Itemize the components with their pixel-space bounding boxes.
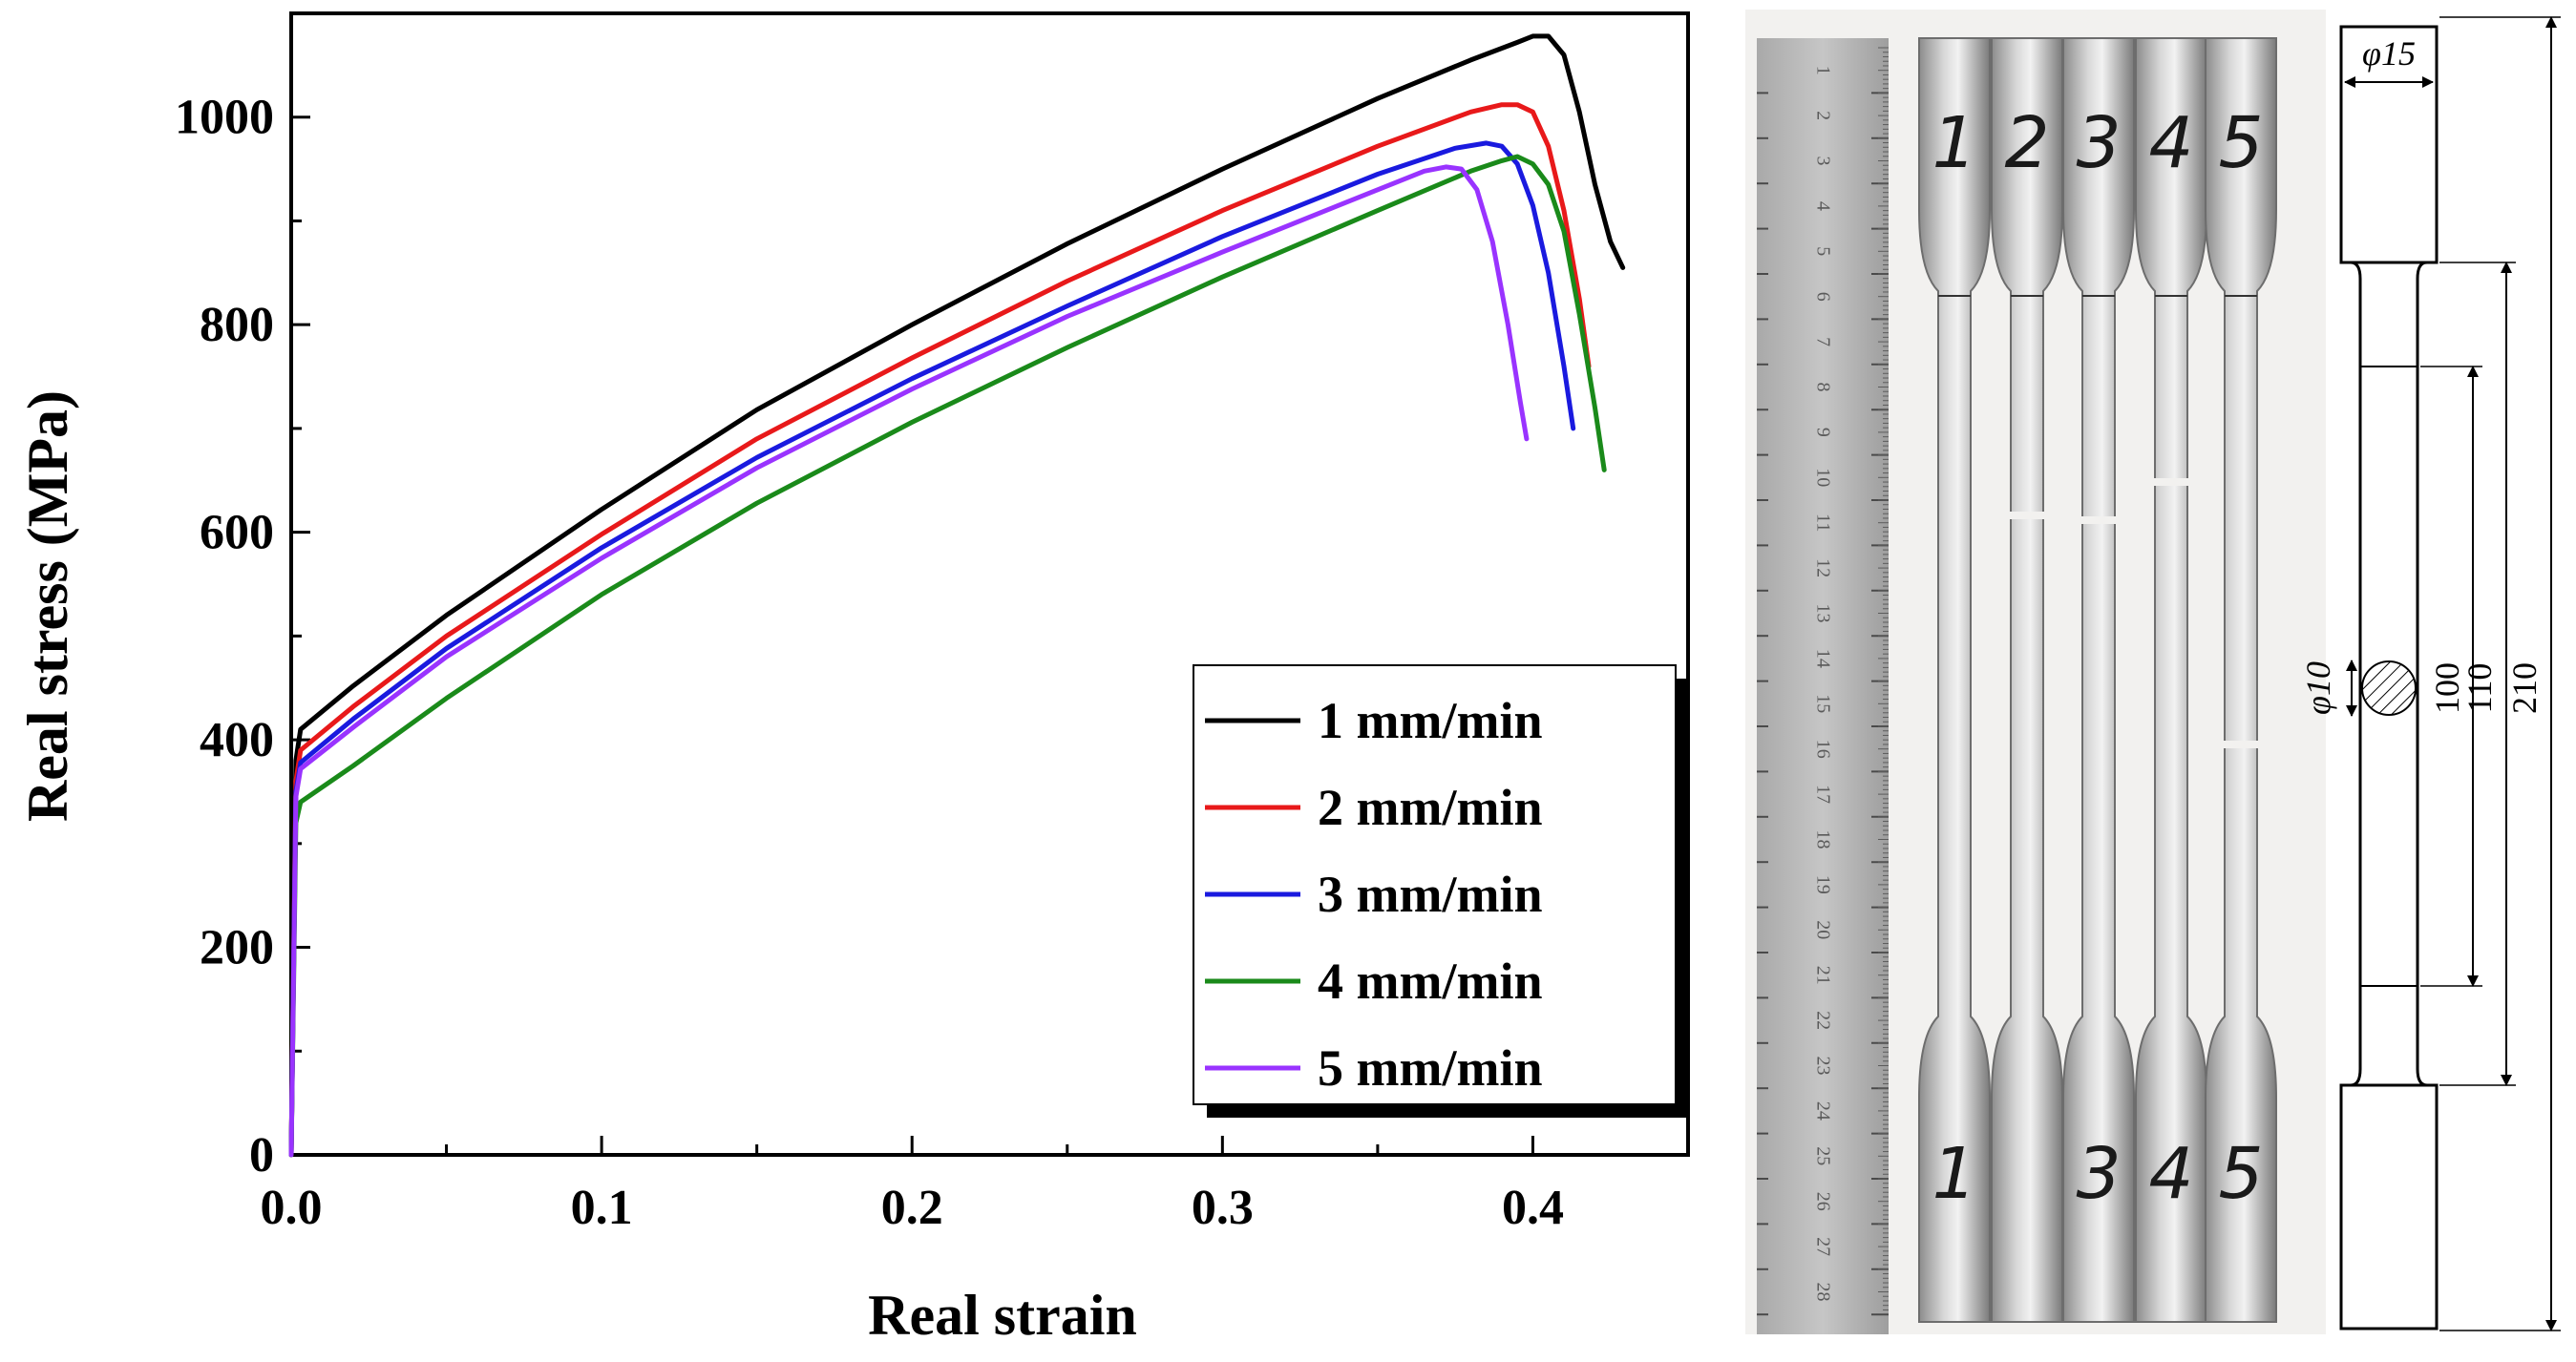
ruler-number: 27 — [1812, 1237, 1833, 1256]
specimen-1: 1 — [1918, 37, 1991, 1323]
ruler-number: 25 — [1812, 1146, 1833, 1165]
specimen-bottom-label: 5 — [2218, 1133, 2263, 1215]
specimen-body — [1918, 37, 1991, 1323]
ruler-number: 4 — [1812, 201, 1833, 211]
ruler-number: 22 — [1812, 1011, 1833, 1030]
series-line-1 — [288, 33, 1626, 1158]
cross-section-hatch — [2361, 660, 2417, 716]
ruler-number: 1 — [1812, 66, 1833, 75]
legend-label-4: 4 mm/min — [1318, 953, 1543, 1010]
fracture-gap — [2080, 516, 2117, 524]
legend-label-1: 1 mm/min — [1318, 692, 1543, 749]
ruler-number: 6 — [1812, 292, 1833, 302]
ruler — [1757, 38, 1889, 1334]
ruler-number: 13 — [1812, 604, 1833, 623]
specimen-top-label: 4 — [2148, 102, 2193, 184]
ruler-number: 2 — [1812, 111, 1833, 120]
fracture-gap — [2153, 478, 2189, 486]
series-line-2 — [288, 102, 1592, 1158]
x-axis-title: Real strain — [868, 1284, 1137, 1347]
ruler-number: 28 — [1812, 1283, 1833, 1302]
series-line-5 — [288, 164, 1530, 1158]
y-tick-label: 200 — [200, 921, 274, 975]
specimen-top-label: 3 — [2076, 102, 2121, 184]
ruler-number: 23 — [1812, 1057, 1833, 1076]
x-tick-label: 0.1 — [571, 1181, 633, 1235]
ruler-number: 3 — [1812, 157, 1833, 166]
specimen-bottom-label: 4 — [2148, 1133, 2193, 1215]
chart-legend: 1 mm/min 2 mm/min 3 mm/min 4 mm/min 5 mm/min — [1193, 664, 1689, 1118]
specimens: 1 2 3 4 51 3 4 5 — [1918, 37, 2277, 1323]
ruler-number: 15 — [1812, 694, 1833, 713]
series-line-4 — [288, 154, 1607, 1158]
y-axis-title: Real stress (MPa) — [16, 390, 79, 822]
chart-series-group — [288, 33, 1626, 1158]
ruler-number: 18 — [1812, 830, 1833, 849]
grip-diameter-label: φ15 — [2362, 34, 2416, 73]
x-tick-label: 0.0 — [261, 1181, 323, 1235]
y-tick-label: 600 — [200, 506, 274, 560]
legend-box — [1193, 664, 1677, 1105]
ruler-number: 14 — [1812, 649, 1833, 668]
ruler-number: 16 — [1812, 740, 1833, 759]
ruler-number: 24 — [1812, 1101, 1833, 1121]
specimen-top-label: 1 — [1932, 102, 1976, 184]
x-tick-label: 0.2 — [881, 1181, 943, 1235]
ruler-number: 11 — [1812, 513, 1833, 532]
ruler-number: 9 — [1812, 428, 1833, 437]
section-diameter-label: φ10 — [2299, 661, 2337, 715]
legend-label-3: 3 mm/min — [1318, 866, 1543, 923]
ruler-number: 21 — [1812, 966, 1833, 985]
specimen-top-label: 5 — [2218, 102, 2263, 184]
ruler-number: 10 — [1812, 468, 1833, 487]
x-tick-label: 0.3 — [1192, 1181, 1254, 1235]
dim-100-label: 100 — [2428, 662, 2466, 714]
y-tick-label: 1000 — [175, 91, 274, 145]
ruler-number: 8 — [1812, 383, 1833, 392]
specimen-body — [2205, 37, 2277, 1323]
ruler-number: 5 — [1812, 246, 1833, 256]
legend-label-2: 2 mm/min — [1318, 779, 1543, 836]
ruler-number: 12 — [1812, 558, 1833, 577]
ruler-ticks: 1234567891011121314151617181920212223242… — [1757, 47, 1889, 1316]
x-tick-label: 0.4 — [1502, 1181, 1564, 1235]
dim-110-label: 110 — [2460, 663, 2499, 714]
ruler-number: 20 — [1812, 920, 1833, 939]
specimen-top-label: 2 — [2004, 102, 2049, 184]
ruler-number: 19 — [1812, 875, 1833, 894]
ruler-number: 7 — [1812, 337, 1833, 346]
y-tick-label: 400 — [200, 713, 274, 767]
specimen-drawing: φ15 φ10 100 110 210 — [2299, 16, 2561, 1331]
specimen-bottom-label: 1 — [1932, 1133, 1976, 1215]
specimen-body — [2062, 37, 2135, 1323]
series-line-3 — [288, 140, 1576, 1158]
fracture-gap — [2009, 512, 2045, 519]
specimen-photo: 1234567891011121314151617181920212223242… — [1745, 10, 2326, 1334]
ruler-number: 17 — [1812, 785, 1833, 804]
plot-frame — [289, 11, 1690, 1157]
legend-label-5: 5 mm/min — [1318, 1039, 1543, 1097]
stress-strain-chart: 0 200 400 600 800 1000 0.0 0.1 0.2 0.3 0.4 Real st… — [16, 11, 1690, 1347]
ruler-number: 26 — [1812, 1192, 1833, 1211]
specimen-3: 3 — [2062, 37, 2135, 1323]
specimen-5: 5 — [2205, 37, 2277, 1323]
chart-tick-labels: 0 200 400 600 800 1000 0.0 0.1 0.2 0.3 0.4 — [175, 91, 1564, 1235]
specimen-bottom-label: 3 — [2076, 1133, 2121, 1215]
y-tick-label: 0 — [249, 1128, 274, 1183]
dim-210-label: 210 — [2505, 662, 2544, 714]
y-tick-label: 800 — [200, 298, 274, 352]
fracture-gap — [2223, 741, 2259, 748]
